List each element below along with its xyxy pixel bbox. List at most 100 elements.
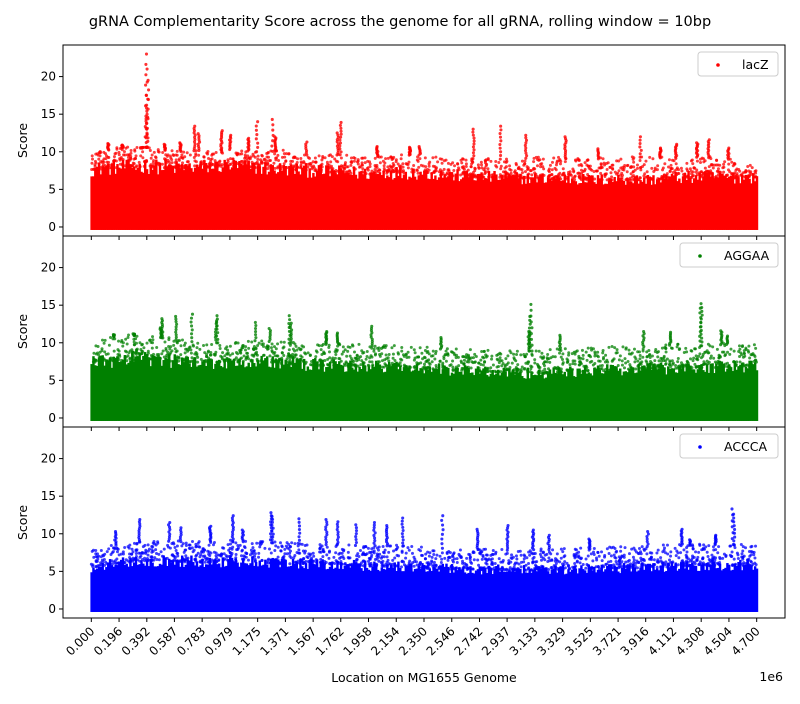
data-point [519, 168, 522, 171]
data-point [153, 358, 156, 361]
data-point [724, 362, 727, 365]
data-point [361, 161, 364, 164]
data-point [345, 154, 348, 157]
peak-point [524, 134, 527, 137]
data-point [332, 170, 335, 173]
data-point [353, 160, 356, 163]
data-point [616, 348, 619, 351]
data-point [718, 362, 721, 365]
data-point [543, 372, 546, 375]
data-point [640, 559, 643, 562]
data-point [551, 161, 554, 164]
data-point [741, 550, 744, 553]
data-point [353, 350, 356, 353]
data-point [479, 359, 482, 362]
data-point [369, 162, 372, 165]
data-point [684, 347, 687, 350]
peak-point [472, 148, 475, 151]
data-point [707, 555, 710, 558]
data-point [310, 167, 313, 170]
data-point [445, 360, 448, 363]
data-point [445, 350, 448, 353]
data-point [628, 363, 631, 366]
data-point [547, 367, 550, 370]
peak-point [524, 141, 527, 144]
peak-point [699, 325, 702, 328]
data-point [192, 345, 195, 348]
data-point [376, 347, 379, 350]
peak-point [642, 330, 645, 333]
data-point [163, 355, 166, 358]
peak-point [472, 142, 475, 145]
data-point [209, 351, 212, 354]
data-point [710, 554, 713, 557]
data-point [125, 359, 128, 362]
data-point [368, 360, 371, 363]
data-point [525, 564, 528, 567]
data-point [614, 171, 617, 174]
data-point [609, 171, 612, 174]
data-point [510, 371, 513, 374]
peak-point [214, 339, 217, 342]
peak-point [698, 311, 701, 314]
data-point [632, 174, 635, 177]
data-point [712, 167, 715, 170]
data-point [394, 365, 397, 368]
data-point [523, 553, 526, 556]
data-point [660, 177, 663, 180]
data-point [376, 166, 379, 169]
data-point [686, 176, 689, 179]
data-point [514, 169, 517, 172]
peak-point [144, 84, 147, 87]
data-point [428, 352, 431, 355]
peak-point [140, 146, 143, 149]
data-point [561, 352, 564, 355]
data-point [492, 364, 495, 367]
data-point [542, 158, 545, 161]
data-point [613, 357, 616, 360]
data-point [365, 358, 368, 361]
data-point [611, 164, 614, 167]
data-point [314, 355, 317, 358]
data-point [717, 545, 720, 548]
data-point [526, 371, 529, 374]
data-point [564, 347, 567, 350]
data-point [515, 353, 518, 356]
data-point [433, 358, 436, 361]
data-point [155, 346, 158, 349]
data-point [141, 156, 144, 159]
data-point [405, 353, 408, 356]
data-point [527, 176, 530, 179]
data-point [153, 151, 156, 154]
data-point [135, 342, 138, 345]
data-point [257, 155, 260, 158]
data-point [260, 343, 263, 346]
data-point [467, 369, 470, 372]
data-point [500, 165, 503, 168]
data-point [309, 363, 312, 366]
data-point [374, 353, 377, 356]
peak-point [472, 151, 475, 154]
chart-title: gRNA Complementarity Score across the ge… [89, 14, 711, 30]
data-point [562, 167, 565, 170]
data-point [572, 169, 575, 172]
data-point [426, 551, 429, 554]
data-point [251, 153, 254, 156]
data-point [633, 348, 636, 351]
data-point [604, 360, 607, 363]
data-point [504, 171, 507, 174]
data-point [540, 352, 543, 355]
data-point [398, 165, 401, 168]
peak-point [145, 146, 148, 149]
data-point [263, 360, 266, 363]
data-point [432, 350, 435, 353]
peak-point [145, 52, 148, 55]
data-point [401, 162, 404, 165]
peak-point [132, 332, 135, 335]
data-point [441, 162, 444, 165]
data-point [530, 371, 533, 374]
data-point [679, 551, 682, 554]
data-point [158, 356, 161, 359]
data-point [577, 370, 580, 373]
